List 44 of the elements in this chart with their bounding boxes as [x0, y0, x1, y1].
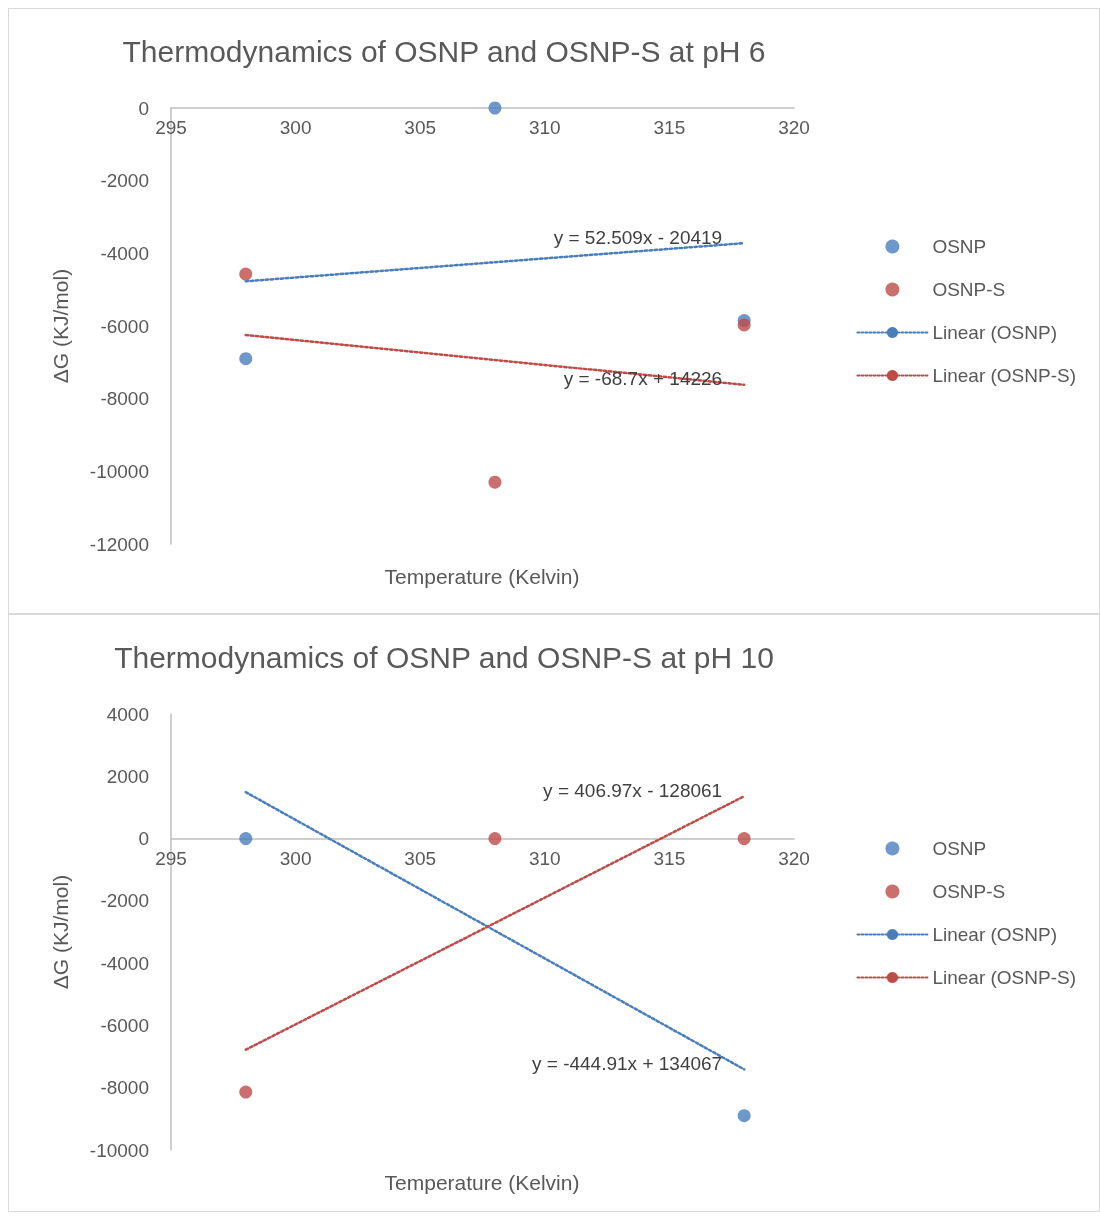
y-tick-label: 2000 [106, 765, 149, 787]
x-tick-label: 310 [528, 847, 561, 869]
y-tick-label: 4000 [106, 703, 149, 725]
x-tick-label: 310 [528, 117, 561, 138]
y-axis-title: ΔG (KJ/mol) [49, 268, 72, 384]
y-tick-label: -8000 [100, 1077, 149, 1099]
x-tick-label: 300 [279, 847, 312, 869]
y-tick-label: -8000 [100, 388, 149, 410]
y-tick-label: -2000 [100, 170, 149, 192]
y-tick-label: -6000 [100, 315, 149, 337]
y-tick-label: -2000 [100, 890, 149, 912]
x-tick-label: 315 [653, 117, 686, 138]
x-tick-label: 300 [279, 117, 312, 138]
chart-title: Thermodynamics of OSNP and OSNP-S at pH 10 [114, 640, 774, 674]
y-tick-label: -4000 [100, 952, 149, 974]
legend-label: Linear (OSNP-S) [932, 967, 1077, 988]
x-axis-title: Temperature (Kelvin) [384, 564, 580, 588]
x-tick-label: 295 [155, 117, 187, 138]
x-tick-label: 320 [778, 847, 810, 869]
x-axis-title: Temperature (Kelvin) [384, 1170, 580, 1194]
x-tick-label: 305 [404, 117, 437, 138]
legend-label: Linear (OSNP) [932, 924, 1058, 945]
y-tick-label: -10000 [89, 1139, 149, 1161]
x-tick-label: 315 [653, 847, 686, 869]
y-axis-title: ΔG (KJ/mol) [49, 874, 72, 990]
legend-label: Linear (OSNP-S) [932, 365, 1077, 386]
y-tick-label: -6000 [100, 1014, 149, 1036]
y-tick-label: -10000 [89, 460, 149, 482]
y-tick-label: -4000 [100, 242, 149, 264]
legend-label: OSNP [932, 838, 987, 859]
x-tick-label: 320 [778, 117, 810, 138]
chart-title: Thermodynamics of OSNP and OSNP-S at pH 6 [122, 34, 766, 68]
legend-label: OSNP-S [932, 279, 1006, 300]
x-tick-label: 305 [404, 847, 437, 869]
annotation: y = 406.97x - 128061 [543, 779, 723, 801]
annotation: y = -444.91x + 134067 [532, 1052, 723, 1074]
annotation: y = 52.509x - 20419 [553, 226, 723, 248]
y-tick-label: 0 [138, 97, 149, 119]
x-tick-label: 295 [155, 847, 187, 869]
y-tick-label: -12000 [89, 533, 149, 555]
y-tick-label: 0 [138, 828, 149, 850]
legend-label: Linear (OSNP) [932, 322, 1058, 343]
legend-label: OSNP [932, 236, 987, 257]
legend-label: OSNP-S [932, 881, 1006, 902]
